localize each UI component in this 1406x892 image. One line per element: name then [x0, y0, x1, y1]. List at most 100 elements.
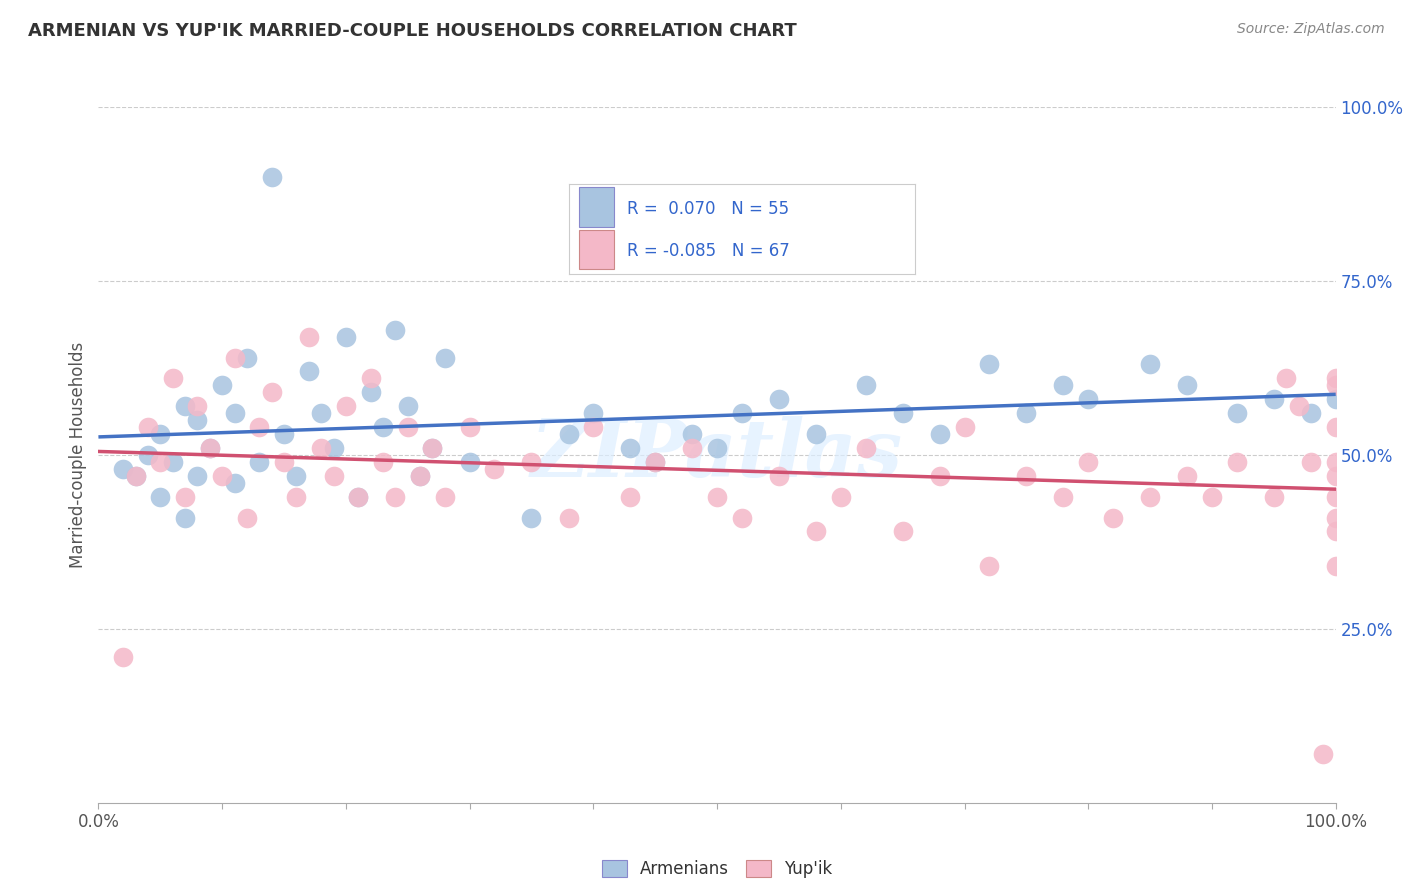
- Point: [1324, 455, 1347, 469]
- Point: [285, 468, 308, 483]
- Point: [1226, 455, 1249, 469]
- Text: R =  0.070   N = 55: R = 0.070 N = 55: [627, 200, 790, 218]
- Text: ZIPatlas: ZIPatlas: [531, 417, 903, 493]
- Point: [1015, 468, 1038, 483]
- Point: [582, 420, 605, 434]
- Point: [347, 490, 370, 504]
- Point: [855, 441, 877, 455]
- Point: [1324, 420, 1347, 434]
- Point: [409, 468, 432, 483]
- Point: [1077, 455, 1099, 469]
- Point: [396, 420, 419, 434]
- Point: [149, 455, 172, 469]
- Point: [1299, 406, 1322, 420]
- Point: [979, 559, 1001, 574]
- Point: [928, 468, 950, 483]
- Point: [186, 468, 208, 483]
- Point: [1015, 406, 1038, 420]
- Point: [347, 490, 370, 504]
- Point: [891, 406, 914, 420]
- Point: [136, 420, 159, 434]
- Point: [260, 385, 283, 400]
- Point: [273, 427, 295, 442]
- Point: [112, 462, 135, 476]
- Point: [1139, 490, 1161, 504]
- Point: [458, 455, 481, 469]
- Point: [1324, 524, 1347, 539]
- Point: [211, 378, 233, 392]
- Point: [731, 510, 754, 524]
- Point: [1288, 399, 1310, 413]
- Point: [247, 455, 270, 469]
- Point: [644, 455, 666, 469]
- Point: [855, 378, 877, 392]
- Point: [484, 462, 506, 476]
- Point: [309, 406, 332, 420]
- Point: [198, 441, 221, 455]
- Point: [162, 455, 184, 469]
- Point: [124, 468, 146, 483]
- Point: [1324, 490, 1347, 504]
- Point: [1077, 392, 1099, 407]
- Point: [396, 399, 419, 413]
- Legend: Armenians, Yup'ik: Armenians, Yup'ik: [595, 854, 839, 885]
- Point: [557, 510, 579, 524]
- Point: [1139, 358, 1161, 372]
- Point: [1226, 406, 1249, 420]
- Point: [335, 329, 357, 343]
- Point: [322, 468, 344, 483]
- Point: [520, 455, 543, 469]
- Point: [619, 441, 641, 455]
- Text: ARMENIAN VS YUP'IK MARRIED-COUPLE HOUSEHOLDS CORRELATION CHART: ARMENIAN VS YUP'IK MARRIED-COUPLE HOUSEH…: [28, 22, 797, 40]
- Point: [804, 524, 827, 539]
- Point: [124, 468, 146, 483]
- Point: [706, 490, 728, 504]
- Point: [149, 427, 172, 442]
- Point: [520, 510, 543, 524]
- Point: [768, 468, 790, 483]
- Point: [236, 351, 259, 365]
- Point: [1312, 747, 1334, 761]
- Point: [928, 427, 950, 442]
- Point: [174, 490, 197, 504]
- Point: [298, 329, 321, 343]
- Point: [360, 371, 382, 385]
- Point: [273, 455, 295, 469]
- Point: [681, 427, 703, 442]
- Text: Source: ZipAtlas.com: Source: ZipAtlas.com: [1237, 22, 1385, 37]
- Point: [1175, 468, 1198, 483]
- Point: [186, 399, 208, 413]
- Point: [1052, 490, 1074, 504]
- Point: [1263, 490, 1285, 504]
- Point: [1324, 468, 1347, 483]
- Point: [371, 420, 394, 434]
- Point: [174, 510, 197, 524]
- Point: [619, 490, 641, 504]
- Point: [953, 420, 976, 434]
- Point: [174, 399, 197, 413]
- Point: [298, 364, 321, 378]
- FancyBboxPatch shape: [579, 230, 613, 269]
- Point: [433, 490, 456, 504]
- Point: [236, 510, 259, 524]
- Point: [384, 490, 406, 504]
- Point: [211, 468, 233, 483]
- Point: [557, 427, 579, 442]
- Point: [149, 490, 172, 504]
- Point: [260, 169, 283, 184]
- Point: [1102, 510, 1125, 524]
- Point: [1324, 392, 1347, 407]
- Point: [247, 420, 270, 434]
- Point: [285, 490, 308, 504]
- Point: [768, 392, 790, 407]
- Point: [1052, 378, 1074, 392]
- FancyBboxPatch shape: [579, 187, 613, 227]
- Point: [731, 406, 754, 420]
- Point: [409, 468, 432, 483]
- Point: [458, 420, 481, 434]
- Point: [1324, 559, 1347, 574]
- Point: [979, 358, 1001, 372]
- Point: [681, 441, 703, 455]
- Point: [1275, 371, 1298, 385]
- Point: [804, 427, 827, 442]
